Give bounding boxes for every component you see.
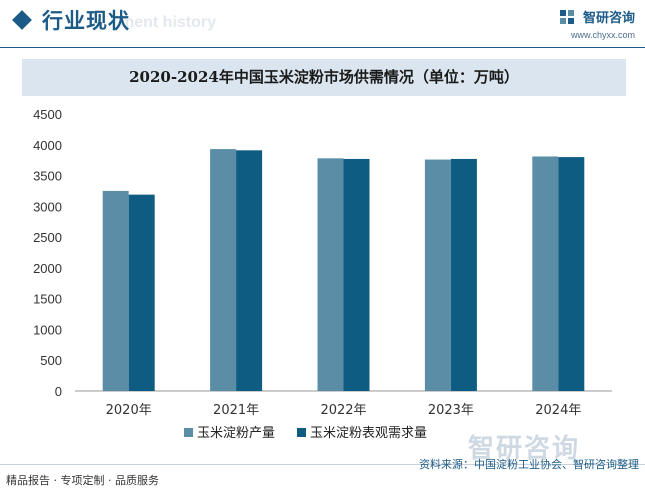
chart-title: 2020-2024年中国玉米淀粉市场供需情况（单位：万吨） (129, 68, 519, 86)
y-tick-label: 0 (55, 384, 62, 399)
legend-label: 玉米淀粉产量 (197, 426, 275, 441)
y-tick-label: 1500 (33, 292, 62, 307)
watermark-text: 智研咨询 (468, 434, 581, 464)
bar-demand (236, 150, 263, 391)
x-tick-label: 2020年 (106, 403, 152, 418)
bar-production (424, 159, 451, 391)
brand-url[interactable]: www.chyxx.com (570, 30, 635, 40)
y-tick-label: 3000 (33, 199, 62, 214)
y-tick-label: 4000 (33, 138, 62, 153)
x-tick-label: 2022年 (320, 403, 366, 418)
y-tick-label: 1000 (33, 322, 62, 337)
bar-demand (558, 157, 585, 391)
y-tick-label: 500 (40, 353, 62, 368)
page-footer: 精品报告 · 专项定制 · 品质服务 资料来源：中国淀粉工业协会、智研咨询整理 (0, 458, 645, 498)
header-ghost-text: ment history (120, 14, 217, 31)
y-tick-label: 3500 (33, 169, 62, 184)
bar-demand (450, 158, 477, 391)
brand: 智研咨询 www.chyxx.com (559, 6, 635, 40)
source-note: 资料来源：中国淀粉工业协会、智研咨询整理 (419, 458, 639, 471)
bar-production (210, 149, 237, 391)
legend-swatch (184, 428, 193, 437)
legend-label: 玉米淀粉表观需求量 (310, 426, 427, 441)
bar-production (102, 190, 129, 391)
header-divider (0, 47, 645, 48)
y-tick-label: 2000 (33, 261, 62, 276)
bar-production (317, 158, 344, 391)
chart-title-bar: 2020-2024年中国玉米淀粉市场供需情况（单位：万吨） (22, 59, 626, 96)
x-tick-label: 2024年 (535, 403, 581, 418)
y-tick-label: 2500 (33, 230, 62, 245)
brand-logo-icon (559, 9, 574, 24)
bar-demand (128, 194, 155, 391)
bar-demand (343, 158, 370, 391)
x-tick-label: 2021年 (213, 403, 259, 418)
legend-swatch (297, 428, 306, 437)
footer-divider (0, 464, 645, 465)
section-title: 行业现状 (42, 9, 130, 33)
bar-production (532, 156, 559, 391)
x-tick-label: 2023年 (428, 403, 474, 418)
page-header: ment history 行业现状 智研咨询 www.chyxx.com (0, 0, 645, 48)
footer-slogan: 精品报告 · 专项定制 · 品质服务 (6, 474, 159, 487)
y-tick-label: 4500 (33, 107, 62, 122)
brand-name: 智研咨询 (582, 11, 635, 26)
